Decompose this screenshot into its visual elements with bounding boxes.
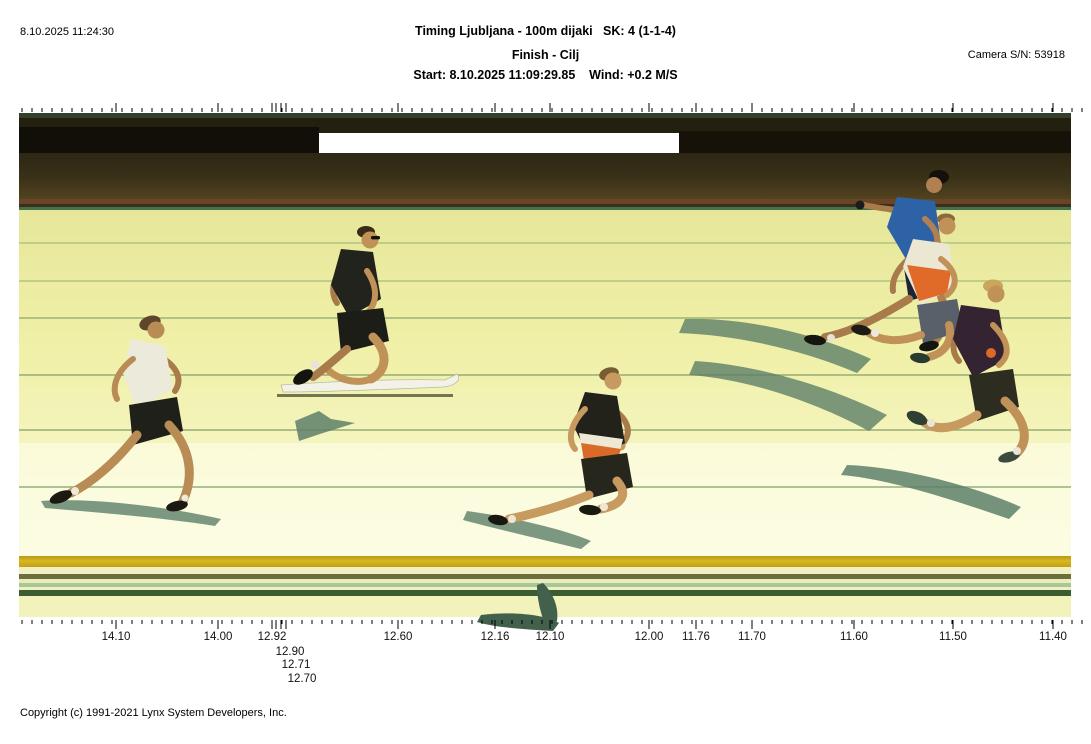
time-label: 11.50 <box>939 631 967 643</box>
capture-datetime: 8.10.2025 11:24:30 <box>20 26 114 38</box>
runner-orange-trim-tank <box>488 367 633 526</box>
time-label: 14.10 <box>101 631 131 643</box>
time-label: 11.60 <box>840 631 868 643</box>
time-label: 14.00 <box>203 631 233 643</box>
time-label-stacked: 12.70 <box>287 672 317 685</box>
photo-finish-canvas <box>19 113 1071 631</box>
runner-black-shirt <box>293 226 389 385</box>
runner-white-shirt <box>49 315 194 512</box>
time-label: 11.76 <box>682 631 710 643</box>
copyright-notice: Copyright (c) 1991-2021 Lynx System Deve… <box>20 707 287 719</box>
runner-dark-right <box>906 279 1029 463</box>
time-label: 12.10 <box>535 631 565 643</box>
time-label-stacked: 12.90 <box>275 645 305 658</box>
time-label: 12.92 <box>257 631 287 643</box>
time-label: 11.70 <box>738 631 766 643</box>
time-label: 11.40 <box>1039 631 1067 643</box>
foot-shadow-over-scale <box>477 583 559 631</box>
track-background-bands <box>19 113 1071 617</box>
tick-marks-top <box>21 103 1083 112</box>
time-label-stacked: 12.71 <box>281 659 311 671</box>
runner-orange-singlet <box>851 213 963 364</box>
time-label: 12.60 <box>383 631 413 643</box>
camera-serial: Camera S/N: 53918 <box>967 49 1065 61</box>
tick-marks-bottom <box>21 620 1083 629</box>
start-wind-line: Start: 8.10.2025 11:09:29.85 Wind: +0.2 … <box>413 68 678 82</box>
event-title: Timing Ljubljana - 100m dijaki SK: 4 (1-… <box>415 24 676 38</box>
time-label: 12.16 <box>480 631 510 643</box>
photo-finish-image <box>19 113 1071 631</box>
time-label: 12.00 <box>634 631 664 643</box>
event-subtitle: Finish - Cilj <box>511 48 580 62</box>
